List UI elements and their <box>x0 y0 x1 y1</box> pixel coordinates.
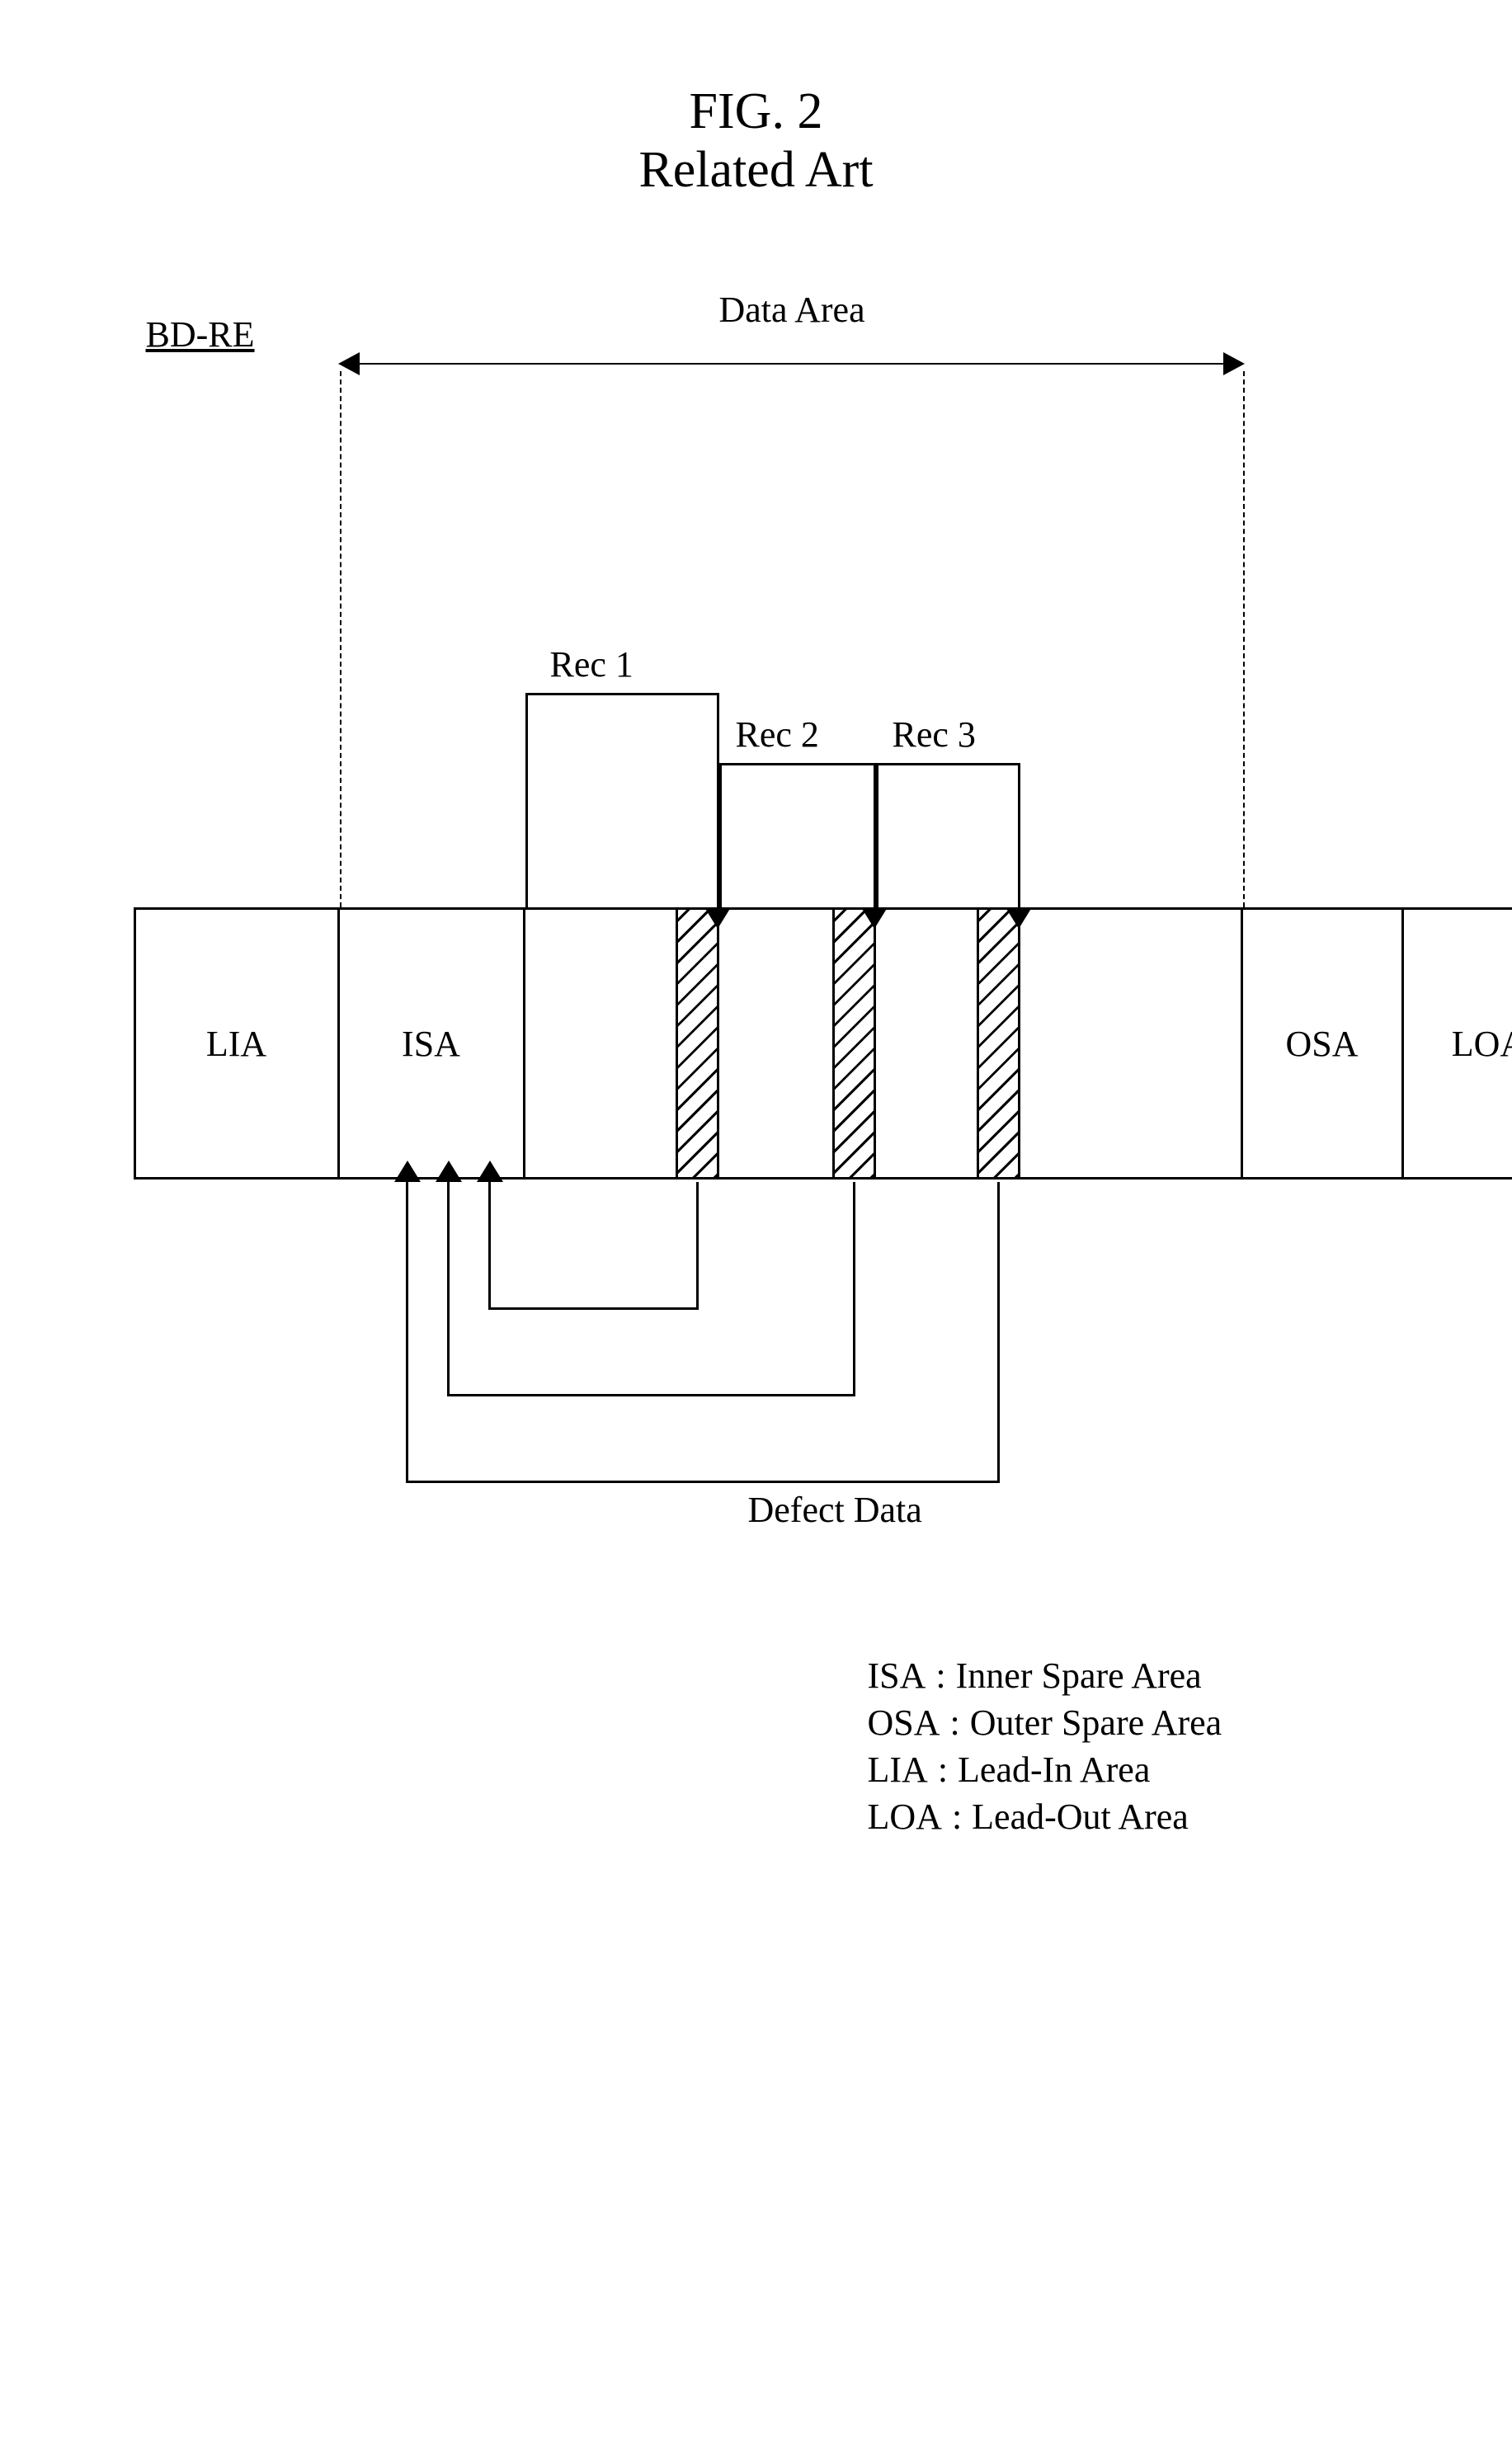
segment-isa: ISA <box>340 910 525 1177</box>
legend-row-osa: OSA:Outer Spare Area <box>868 1702 1222 1744</box>
rec-label-3: Rec 3 <box>893 713 976 756</box>
figure-number: FIG. 2 <box>638 82 873 141</box>
segment-d2 <box>835 910 876 1177</box>
rec-bracket-arrow-1 <box>704 907 731 929</box>
rec-bracket-2 <box>719 763 876 907</box>
legend-separator: : <box>928 1749 958 1791</box>
segment-d1 <box>678 910 719 1177</box>
legend-full: Outer Spare Area <box>970 1702 1222 1744</box>
figure-subtitle: Related Art <box>638 141 873 200</box>
defect-bracket-arrow-2 <box>436 1161 462 1182</box>
legend-separator: : <box>940 1702 970 1744</box>
defect-bracket-3 <box>406 1182 1000 1483</box>
legend-full: Inner Spare Area <box>956 1655 1202 1697</box>
legend: ISA:Inner Spare AreaOSA:Outer Spare Area… <box>868 1650 1222 1843</box>
figure-title: FIG. 2 Related Art <box>638 82 873 200</box>
segment-d3 <box>979 910 1020 1177</box>
legend-abbr: OSA <box>868 1702 940 1744</box>
segment-label-lia: LIA <box>206 1023 266 1065</box>
segment-lia: LIA <box>134 910 340 1177</box>
rec-label-2: Rec 2 <box>736 713 819 756</box>
legend-abbr: ISA <box>868 1655 926 1697</box>
legend-row-lia: LIA:Lead-In Area <box>868 1749 1222 1791</box>
rec-bracket-arrow-2 <box>861 907 888 929</box>
segment-label-loa: LOA <box>1452 1023 1512 1065</box>
segment-rec2 <box>719 910 835 1177</box>
legend-separator: : <box>926 1655 955 1697</box>
segment-label-isa: ISA <box>402 1023 460 1065</box>
defect-data-label: Defect Data <box>748 1489 922 1531</box>
segment-rec1 <box>525 910 678 1177</box>
rec-bracket-1 <box>525 693 719 907</box>
defect-bracket-arrow-1 <box>477 1161 503 1182</box>
legend-abbr: LOA <box>868 1796 942 1838</box>
rec-bracket-arrow-3 <box>1006 907 1032 929</box>
defect-bracket-arrow-3 <box>394 1161 421 1182</box>
segment-rec3 <box>876 910 979 1177</box>
rec-label-1: Rec 1 <box>550 643 634 685</box>
legend-separator: : <box>942 1796 972 1838</box>
data-area-span-arrow <box>340 363 1243 365</box>
segment-loa: LOA <box>1404 910 1512 1177</box>
segment-label-osa: OSA <box>1285 1023 1358 1065</box>
legend-abbr: LIA <box>868 1749 928 1791</box>
legend-full: Lead-In Area <box>958 1749 1150 1791</box>
rec-bracket-3 <box>876 763 1020 907</box>
segment-gap <box>1020 910 1243 1177</box>
legend-full: Lead-Out Area <box>972 1796 1189 1838</box>
data-area-dash-left <box>340 371 341 907</box>
disc-layout-bar: LIA ISA OSA LOA <box>134 907 1512 1180</box>
segment-osa: OSA <box>1243 910 1404 1177</box>
data-area-dash-right <box>1243 371 1245 907</box>
disc-type-label: BD-RE <box>146 313 255 356</box>
data-area-label: Data Area <box>719 289 865 331</box>
figure-container: FIG. 2 Related Art BD-RE Data Area LIA IS… <box>35 33 1478 2425</box>
legend-row-isa: ISA:Inner Spare Area <box>868 1655 1222 1697</box>
legend-row-loa: LOA:Lead-Out Area <box>868 1796 1222 1838</box>
